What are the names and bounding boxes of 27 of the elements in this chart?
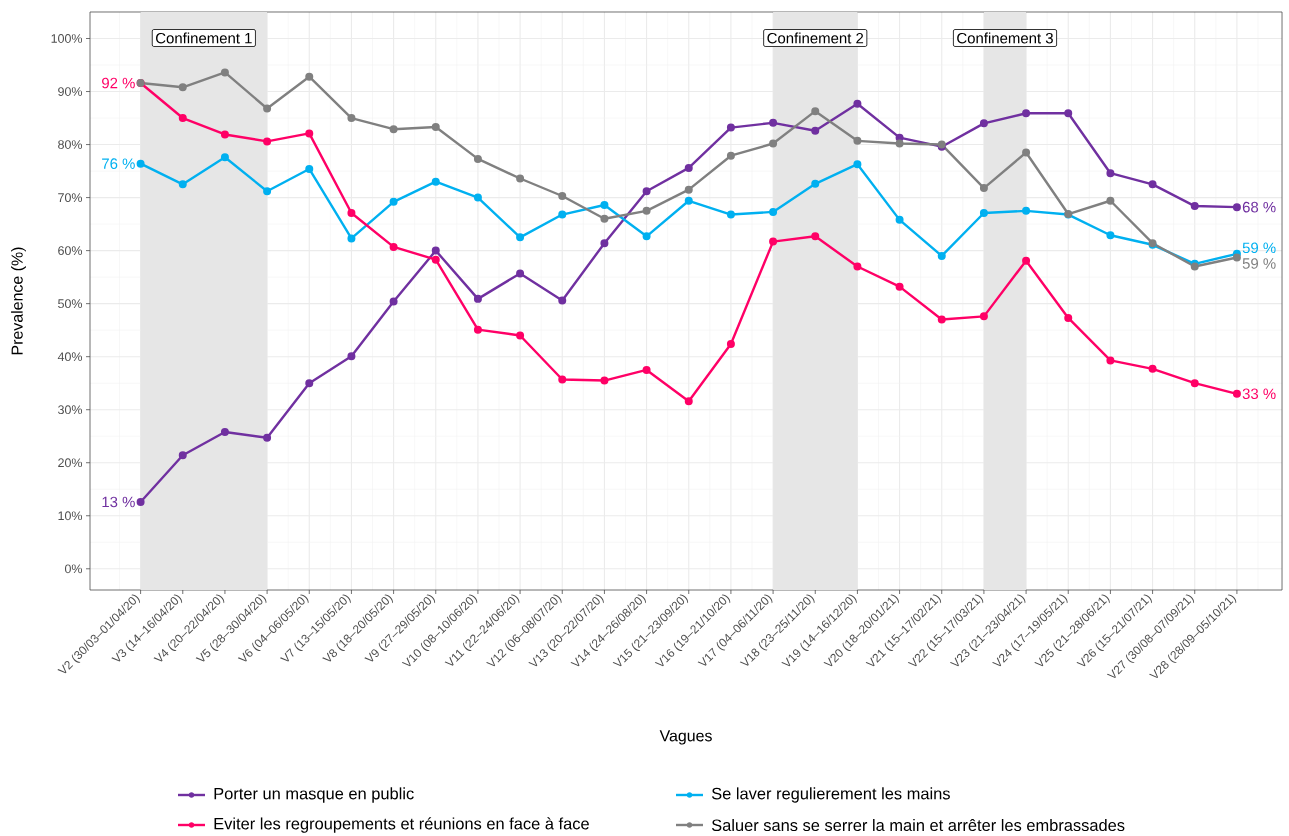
y-tick-label: 0% [64, 564, 83, 574]
annotation: 76 % [102, 158, 135, 169]
legend-label: Saluer sans se serrer la main et arrêter les embrassades [711, 818, 1125, 832]
annotation: 59 % [1242, 242, 1276, 254]
annotation: 33 % [1242, 388, 1276, 400]
y-tick-label: 60% [58, 246, 83, 256]
x-axis-title: Vagues [659, 730, 712, 745]
annotation: 92 % [102, 77, 135, 89]
y-tick-label: 30% [58, 405, 83, 415]
legend-label: Porter un masque en public [214, 787, 414, 803]
y-tick-label: 80% [58, 140, 83, 149]
annotation: 59 % [1242, 258, 1276, 269]
y-tick-label: 100% [51, 34, 83, 43]
legend-label: Se laver regulierement les mains [711, 787, 950, 803]
y-tick-label: 50% [58, 299, 83, 309]
y-tick-label: 70% [58, 193, 83, 202]
band-label: Confinement 2 [767, 32, 864, 44]
band-label: Confinement 1 [156, 32, 252, 44]
y-tick-label: 10% [58, 511, 83, 521]
legend-label: Eviter les regroupements et réunions en face à face [214, 817, 589, 833]
annotation: 13 % [102, 496, 135, 508]
y-tick-label: 40% [57, 352, 83, 362]
y-tick-label: 20% [58, 458, 83, 468]
y-tick-label: 90% [58, 87, 83, 96]
band-label: Confinement 3 [957, 32, 1053, 44]
annotation: 68 % [1242, 201, 1276, 213]
y-axis-title: Prevalence (%) [11, 247, 26, 355]
